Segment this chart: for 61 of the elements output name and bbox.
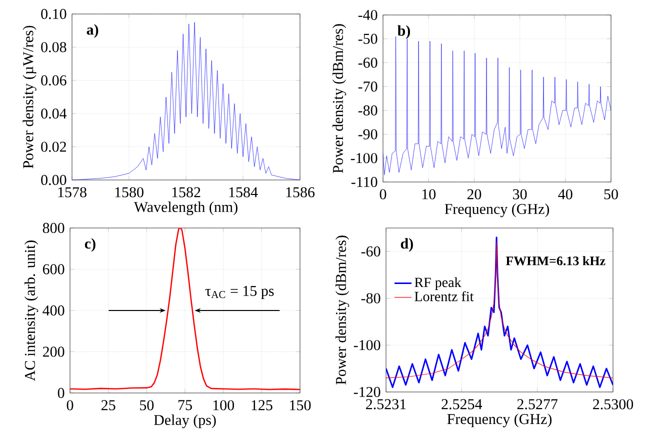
y-tick-label: -70 [358,82,378,92]
x-tick-label: 75 [178,400,192,410]
y-tick-label: 0.06 [41,75,66,86]
x-tick-label: 2.5277 [517,399,558,410]
y-tick-label: -50 [358,34,378,44]
y-tick-label: -80 [361,293,380,304]
annotation: FWHM=6.13 kHz [506,256,606,266]
y-tick-label: -100 [350,153,378,164]
y-tick-label: -80 [358,105,378,116]
annotation: b) [398,25,410,39]
legend-label: Lorentz fit [414,291,474,302]
annotation: c) [84,238,96,252]
annotation: τ$_{AC}$ = 15 ps [205,286,274,300]
x-tick-label: 2.5231 [366,399,406,410]
x-tick-label: 10 [422,189,436,200]
x-tick-label: 100 [213,400,234,410]
y-tick-label: 0.10 [41,8,66,20]
x-tick-label: 1582 [172,187,200,198]
x-axis-title: Wavelength (nm) [134,202,238,216]
x-tick-label: 1586 [286,187,315,198]
x-axis-title: Delay (ps) [154,414,216,428]
annotation: d) [400,238,413,252]
y-axis-title: Power density (µW/res) [22,26,36,168]
y-tick-label: 0.00 [41,174,66,186]
y-tick-label: 0.02 [41,142,66,152]
y-tick-label: -120 [354,386,380,398]
y-tick-label: -110 [351,176,378,188]
x-tick-label: 30 [513,189,527,200]
y-tick-label: -60 [358,58,378,68]
y-tick-label: -90 [358,129,378,140]
x-tick-label: 2.5300 [593,399,634,410]
x-tick-label: 50 [604,189,618,200]
legend-label: RF peak [414,277,462,290]
x-tick-label: 150 [290,400,311,410]
line-series [72,22,300,180]
y-axis-title: AC intensity (arb. unit) [24,240,38,381]
annotation: a) [86,24,98,38]
y-axis-title: Power density (dBm/res) [335,236,350,385]
y-tick-label: -100 [354,340,380,350]
y-tick-label: 400 [42,305,64,316]
y-axis-title: Power density (dBm/res) [332,24,346,174]
x-axis-title: Frequency (GHz) [444,204,550,218]
y-tick-label: 0 [58,388,64,398]
y-tick-label: 200 [42,346,64,357]
y-tick-label: -40 [358,10,378,20]
x-tick-label: 1584 [229,187,258,198]
x-tick-label: 1580 [115,187,144,198]
x-tick-label: 50 [140,400,154,410]
x-axis-title: Frequency (GHz) [447,414,552,428]
y-tick-label: 600 [42,264,64,274]
x-tick-label: 0 [66,400,74,410]
x-tick-label: 2.5254 [442,399,482,410]
y-tick-label: 0.08 [41,42,66,52]
x-tick-label: 40 [558,189,572,200]
x-tick-label: 125 [252,400,272,410]
x-tick-label: 20 [467,189,482,200]
y-tick-label: 800 [42,222,64,234]
y-tick-label: 0.04 [41,108,67,119]
x-tick-label: 1578 [58,187,86,198]
x-tick-label: 25 [102,400,116,410]
y-tick-label: -60 [361,246,380,256]
